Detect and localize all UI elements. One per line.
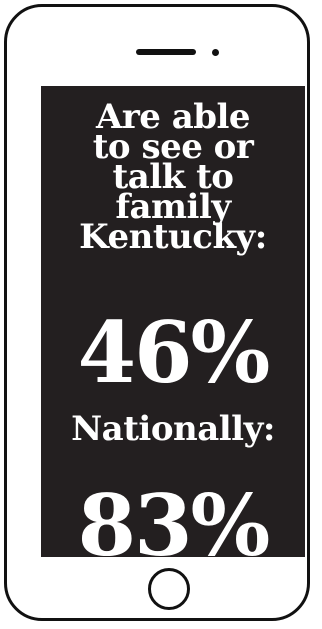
- national-percent: 83%: [77, 476, 271, 575]
- caption: Are able to see or talk to family Kentuc…: [41, 97, 305, 257]
- caption-line-kentucky: Kentucky:: [79, 217, 267, 257]
- caption-line: to see or: [92, 127, 254, 167]
- home-button-icon: [148, 568, 190, 610]
- phone-screen: Are able to see or talk to family Kentuc…: [41, 86, 305, 568]
- phone-frame: Are able to see or talk to family Kentuc…: [4, 4, 310, 621]
- national-label: Nationally:: [71, 409, 275, 449]
- caption-line: family: [115, 187, 231, 227]
- camera-icon: [212, 49, 219, 56]
- caption-line: Are able: [95, 97, 251, 137]
- speaker-icon: [136, 49, 196, 55]
- kentucky-percent: 46%: [77, 303, 271, 402]
- caption-line: talk to: [112, 157, 234, 197]
